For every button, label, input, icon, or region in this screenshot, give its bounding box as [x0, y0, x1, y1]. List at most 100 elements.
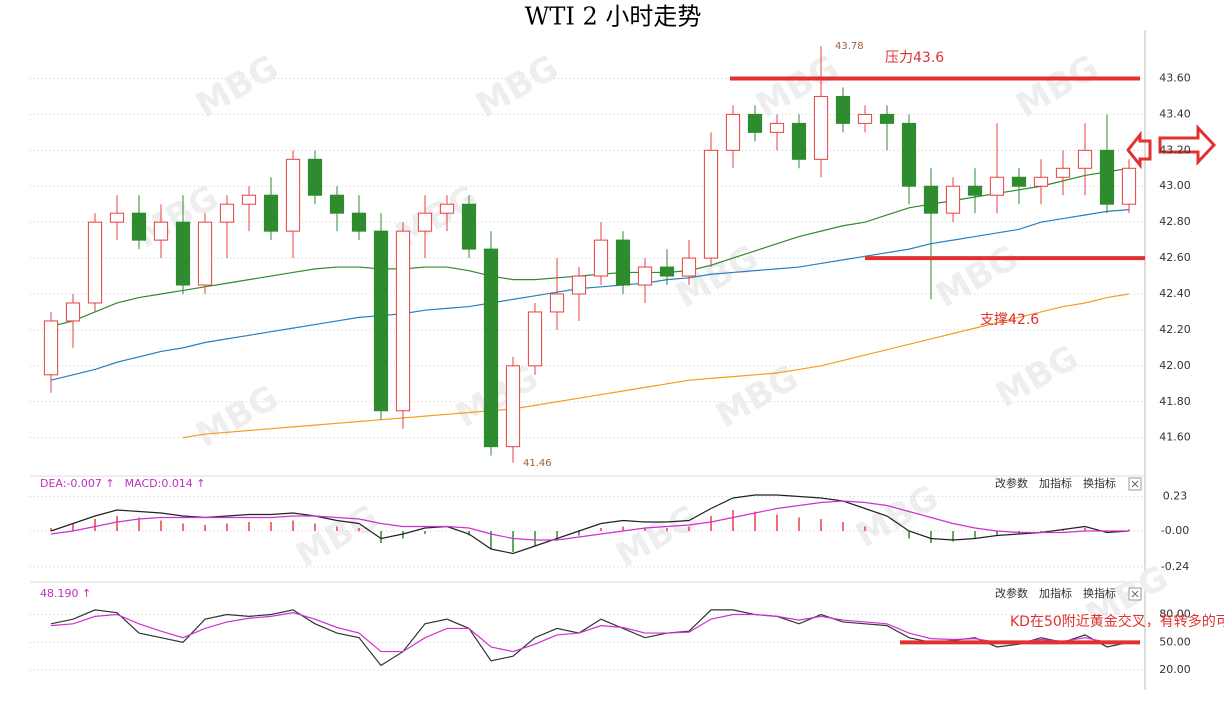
candle-body [747, 113, 763, 133]
chart-title: WTI 2 小时走势 [525, 3, 702, 31]
candle-body [461, 203, 477, 250]
candle-body [175, 221, 191, 286]
candle-body [263, 194, 279, 232]
candle-body [857, 113, 873, 124]
candle-body [967, 185, 983, 196]
candle-body [791, 122, 807, 160]
candle-body [285, 158, 301, 232]
y-tick-label: 20.00 [1159, 663, 1191, 676]
y-tick-label: -0.24 [1161, 560, 1189, 573]
watermark: MBG [849, 478, 945, 556]
legend-text: DEA:-0.007 ↑ [40, 477, 115, 490]
y-tick-label: 50.00 [1159, 635, 1191, 648]
legend-text: 48.190 ↑ [40, 587, 91, 600]
candle-body [1011, 176, 1027, 187]
arrow-icon [1158, 124, 1217, 166]
candle-body [637, 266, 653, 286]
candle-body [527, 311, 543, 367]
toolbar-button[interactable]: 加指标 [1039, 476, 1072, 490]
high-label: 43.78 [835, 41, 864, 52]
toolbar-button[interactable]: 换指标 [1083, 586, 1116, 600]
toolbar-button[interactable]: 改参数 [995, 586, 1028, 600]
watermark: MBG [609, 498, 705, 576]
candle-body [989, 176, 1005, 196]
level-label: 压力43.6 [885, 50, 944, 66]
candle-body [923, 185, 939, 214]
watermark: MBG [709, 358, 805, 436]
candle-body [307, 158, 323, 196]
candle-body [879, 113, 895, 124]
y-tick-label: 43.20 [1159, 143, 1191, 156]
close-icon [1131, 590, 1139, 598]
candle-body [593, 239, 609, 277]
candle-body [417, 212, 433, 232]
candle-body [659, 266, 675, 277]
candle-body [153, 221, 169, 241]
candle-body [549, 293, 565, 313]
y-tick-label: 80.00 [1159, 608, 1191, 621]
y-tick-label: 43.40 [1159, 107, 1191, 120]
line [182, 293, 1130, 439]
toolbar-button[interactable]: 换指标 [1083, 476, 1116, 490]
line [50, 612, 1129, 653]
candle-body [1055, 167, 1071, 178]
candle-body [681, 257, 697, 277]
toolbar-button[interactable]: 改参数 [995, 476, 1028, 490]
candle-body [901, 122, 917, 187]
watermark: MBG [989, 338, 1085, 416]
candle-body [43, 320, 59, 376]
candle-body [131, 212, 147, 241]
y-tick-label: 43.00 [1159, 179, 1191, 192]
candle-body [395, 230, 411, 412]
candle-body [1077, 149, 1093, 169]
candle-body [373, 230, 389, 412]
candle-body [241, 194, 257, 205]
y-tick-label: 41.80 [1159, 395, 1191, 408]
line [50, 208, 1130, 381]
candle-body [835, 95, 851, 124]
watermark: MBG [289, 498, 385, 576]
candle-body [219, 203, 235, 223]
legend-text: MACD:0.014 ↑ [125, 477, 206, 490]
line [50, 494, 1130, 555]
candle-body [65, 302, 81, 322]
y-tick-label: 42.80 [1159, 215, 1191, 228]
y-tick-label: 42.40 [1159, 287, 1191, 300]
low-label: 41.46 [523, 458, 552, 469]
candle-body [769, 122, 785, 133]
y-tick-label: 0.23 [1163, 490, 1188, 503]
y-tick-label: 42.20 [1159, 323, 1191, 336]
close-icon [1131, 480, 1139, 488]
candle-body [725, 113, 741, 151]
y-tick-label: 42.00 [1159, 359, 1191, 372]
candle-body [329, 194, 345, 214]
line [50, 500, 1129, 541]
candle-body [615, 239, 631, 286]
y-tick-label: -0.00 [1161, 524, 1189, 537]
level-label: 支撑42.6 [980, 312, 1039, 328]
y-tick-label: 41.60 [1159, 431, 1191, 444]
candle-body [571, 275, 587, 295]
candle-body [87, 221, 103, 304]
candle-body [197, 221, 213, 286]
candle-body [1099, 149, 1115, 205]
toolbar-button[interactable]: 加指标 [1039, 586, 1072, 600]
y-tick-label: 42.60 [1159, 251, 1191, 264]
level-label: KD在50附近黄金交叉，有转多的可能 [1010, 613, 1224, 630]
candle-body [1121, 167, 1137, 205]
candle-body [1033, 176, 1049, 187]
candle-body [351, 212, 367, 232]
watermark: MBG [929, 238, 1025, 316]
candle-body [439, 203, 455, 214]
candle-body [505, 365, 521, 448]
candle-body [813, 95, 829, 160]
watermark: MBG [189, 378, 285, 456]
arrow-icon [1126, 130, 1152, 170]
y-tick-label: 43.60 [1159, 71, 1191, 84]
candle-body [703, 149, 719, 259]
candle-body [483, 248, 499, 448]
candle-body [109, 212, 125, 223]
candle-body [945, 185, 961, 214]
line [50, 609, 1130, 667]
